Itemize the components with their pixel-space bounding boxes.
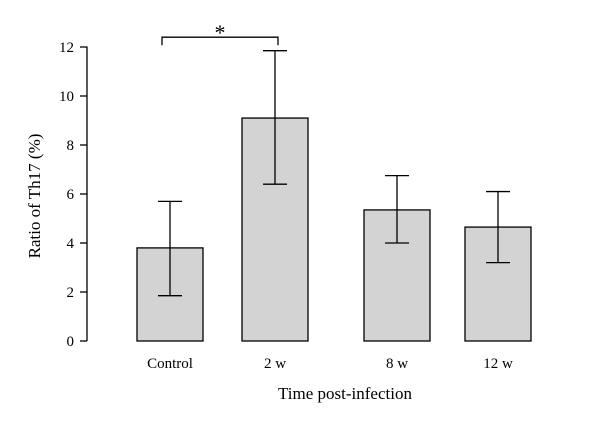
x-tick-label: 2 w	[264, 356, 286, 372]
significance-annotation: *	[161, 20, 279, 46]
x-tick-label: Control	[147, 356, 193, 372]
error-bars	[158, 50, 510, 297]
bars	[136, 117, 532, 342]
y-tick-label: 0	[67, 334, 75, 350]
y-tick-label: 6	[67, 187, 75, 203]
y-tick-label: 2	[67, 285, 75, 301]
significance-bracket	[161, 36, 279, 46]
y-tick-label: 10	[59, 89, 74, 105]
x-tick-labels: Control 2 w 8 w 12 w	[147, 356, 513, 372]
x-axis-title: Time post-infection	[278, 384, 412, 403]
y-axis-title: Ratio of Th17 (%)	[25, 134, 44, 259]
x-tick-label: 8 w	[386, 356, 408, 372]
y-tick-label: 8	[67, 138, 75, 154]
y-tick-label: 12	[59, 40, 74, 56]
x-tick-label: 12 w	[483, 356, 513, 372]
y-ticks: 0 2 4 6 8 10 12	[59, 40, 87, 350]
significance-star: *	[215, 20, 226, 45]
y-tick-label: 4	[67, 236, 75, 252]
